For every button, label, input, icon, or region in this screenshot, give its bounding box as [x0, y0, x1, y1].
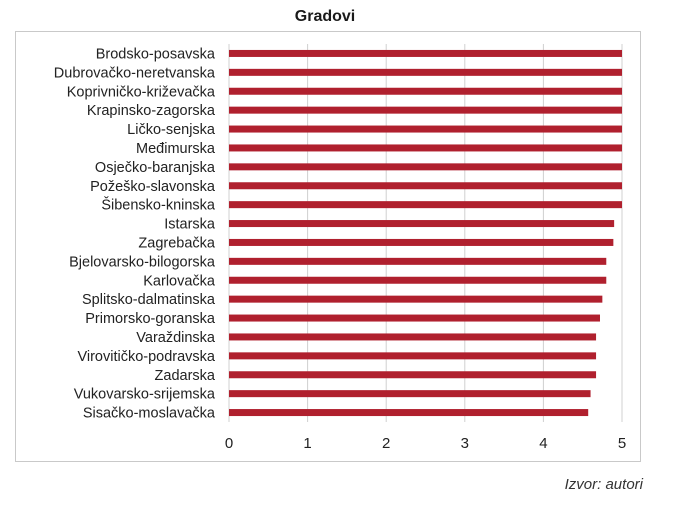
plot-frame [15, 31, 641, 462]
category-label: Šibensko-kninska [101, 197, 216, 214]
bar [229, 163, 622, 171]
category-label: Virovitičko-podravska [77, 349, 215, 365]
category-label: Dubrovačko-neretvanska [54, 65, 216, 81]
bar [229, 276, 607, 284]
bar [229, 409, 589, 417]
category-label: Koprivničko-križevačka [67, 84, 216, 100]
bars [229, 49, 622, 417]
bar [229, 49, 622, 57]
x-tick-label: 3 [461, 435, 469, 452]
x-tick-label: 1 [303, 435, 311, 452]
x-tick-labels: 0 1 2 3 4 5 [225, 435, 626, 452]
bar [229, 87, 622, 95]
x-tick-label: 5 [618, 435, 626, 452]
bar [229, 144, 622, 152]
bar [229, 295, 603, 303]
category-label: Zagrebačka [138, 235, 216, 251]
bar [229, 333, 597, 341]
category-label: Ličko-senjska [127, 122, 216, 138]
bar-chart: Brodsko-posavska Dubrovačko-neretvanska Ko… [54, 44, 626, 452]
bar [229, 106, 622, 114]
category-label: Brodsko-posavska [96, 46, 216, 62]
bar [229, 68, 622, 76]
category-label: Sisačko-moslavačka [83, 406, 216, 422]
bar [229, 390, 591, 398]
chart-title: Gradovi [294, 8, 356, 25]
category-label: Splitsko-dalmatinska [82, 292, 216, 308]
bar [229, 182, 622, 190]
category-label: Požeško-slavonska [90, 179, 216, 195]
category-label: Varaždinska [136, 330, 216, 346]
source-note: Izvor: autori [564, 476, 643, 493]
category-label: Bjelovarsko-bilogorska [69, 254, 216, 270]
category-label: Primorsko-goranska [85, 311, 216, 327]
x-tick-label: 2 [382, 435, 390, 452]
bar [229, 257, 607, 265]
bar [229, 201, 622, 209]
category-label: Osječko-baranjska [95, 160, 216, 176]
category-label: Istarska [164, 217, 216, 233]
category-label: Međimurska [136, 141, 216, 157]
category-label: Krapinsko-zagorska [87, 103, 216, 119]
bar [229, 314, 600, 322]
x-tick-label: 4 [539, 435, 547, 452]
bar [229, 352, 597, 360]
bar [229, 238, 614, 246]
bar [229, 220, 615, 228]
category-labels: Brodsko-posavska Dubrovačko-neretvanska Ko… [54, 46, 216, 421]
x-tick-label: 0 [225, 435, 233, 452]
category-label: Zadarska [155, 368, 216, 384]
category-label: Vukovarsko-srijemska [74, 387, 216, 403]
category-label: Karlovačka [143, 273, 216, 289]
bar [229, 125, 622, 133]
bar [229, 371, 597, 379]
grid-lines [228, 44, 623, 422]
